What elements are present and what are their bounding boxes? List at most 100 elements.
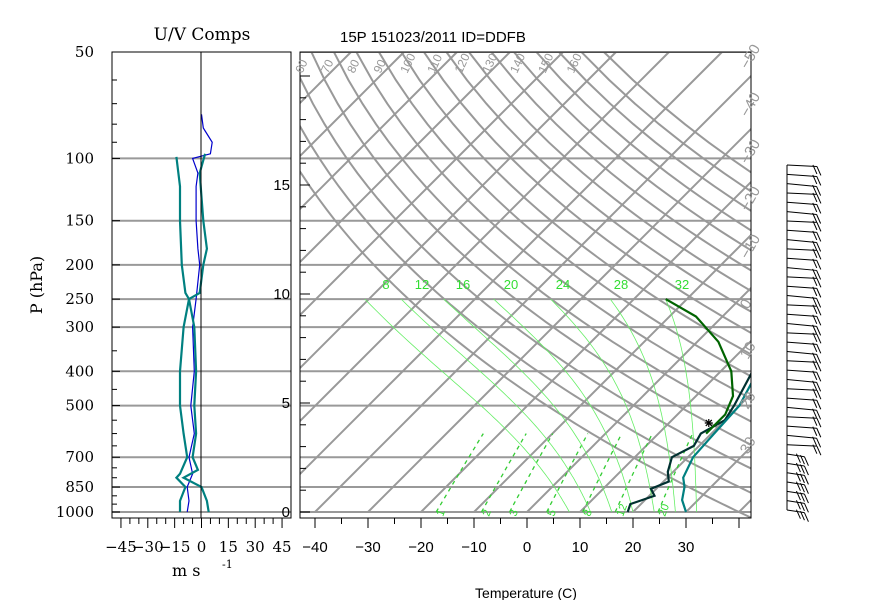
uv-x-tick-label: 0: [197, 538, 207, 556]
pressure-tick-label: 850: [65, 478, 94, 496]
wind-barb-feather: [816, 288, 822, 298]
skewt-frame: [299, 51, 752, 519]
wind-barb-feather: [816, 242, 822, 252]
wind-barb-feather: [816, 400, 822, 410]
wind-barb-feather: [816, 334, 822, 344]
dry-adiabat: [310, 52, 751, 446]
temperature-tick-label: 0: [523, 539, 531, 556]
wind-barb-feather: [795, 490, 801, 501]
wind-barb-shaft: [786, 481, 805, 486]
dry-adiabat: [580, 52, 751, 193]
temperature-tick-label: −30: [355, 539, 380, 556]
wind-barb-feather: [812, 268, 818, 279]
wind-barb-feather: [816, 428, 822, 438]
mixing-ratio-label: 8: [582, 508, 595, 518]
uv-x-axis: −45−30−15 0 15 30 45: [105, 518, 292, 556]
wind-barb-feather: [816, 326, 822, 336]
wind-barb-feather: [812, 370, 818, 380]
wind-barb-shaft: [786, 397, 817, 401]
wind-barb-shaft: [786, 416, 817, 419]
temperature-tick-label: 30: [678, 539, 695, 556]
moist-adiabat: [443, 298, 613, 513]
wind-barb-feather: [795, 453, 801, 463]
wind-barb-shaft: [786, 183, 817, 188]
wind-barb-shaft: [786, 490, 805, 495]
wind-barb-feather: [812, 286, 818, 297]
pressure-tick-label: 700: [65, 448, 94, 466]
theta-e-label: 28: [614, 277, 628, 292]
isotherm-label: 10: [737, 339, 760, 362]
dry-adiabat: [332, 52, 751, 423]
wind-barb-feather: [812, 276, 818, 287]
wind-barb-shaft: [786, 173, 817, 177]
wind-barb-feather: [795, 472, 801, 482]
theta-label: 60: [292, 57, 310, 75]
wind-barbs: [786, 164, 822, 522]
isotherm: [300, 52, 670, 423]
pressure-tick-label: 500: [65, 397, 94, 415]
wind-barb-feather: [795, 500, 801, 510]
mixing-ratio-label: 3: [508, 508, 521, 518]
wind-barb-feather: [812, 380, 818, 391]
height-tick-label: 10: [273, 286, 290, 303]
moist-adiabat: [550, 298, 655, 513]
wind-barb-shaft: [786, 295, 817, 299]
wind-barb-feather: [816, 298, 822, 308]
wind-barb-feather: [799, 501, 805, 512]
wind-barb-feather: [812, 202, 818, 213]
theta-label: 70: [318, 57, 336, 75]
wind-barb-feather: [812, 184, 818, 195]
uv-series-line: [181, 153, 210, 513]
pressure-axis: 50 100 150 200 250 300 400 500 700 850 1000: [56, 43, 120, 521]
wind-barb-feather: [816, 410, 822, 420]
wind-barb-feather: [816, 186, 822, 196]
mixing-ratio-line: [435, 433, 484, 513]
wind-barb-shaft: [786, 341, 817, 345]
wind-barb-shaft: [786, 304, 817, 307]
mixing-ratio-label: 12: [615, 502, 630, 518]
isotherm: [579, 339, 751, 513]
wind-barb-feather: [812, 314, 818, 325]
theta-label: 110: [424, 52, 445, 76]
isotherm: [300, 52, 352, 105]
wind-barb-feather: [816, 354, 822, 364]
wind-barb-shaft: [786, 332, 817, 335]
wind-barb-shaft: [786, 378, 817, 383]
pressure-tick-label: 50: [75, 43, 94, 61]
wind-barb-feather: [812, 164, 818, 175]
pressure-tick-label: 250: [65, 290, 94, 308]
theta-label: 130: [479, 51, 500, 75]
wind-barb-feather: [816, 316, 822, 326]
wind-barb-feather: [816, 176, 822, 186]
wind-barb-shaft: [786, 239, 817, 243]
dry-adiabat: [355, 52, 751, 400]
pressure-tick-label: 400: [65, 362, 94, 380]
isotherm: [300, 52, 617, 370]
dry-adiabat: [300, 169, 751, 518]
wind-barb-feather: [795, 509, 801, 519]
isotherm-label: −40: [737, 89, 764, 120]
uv-x-tick-label: −15: [159, 538, 191, 556]
theta-e-label: 16: [456, 277, 470, 292]
height-tick-label: 15: [273, 177, 290, 194]
wind-barb-shaft: [786, 192, 817, 195]
wind-barb-feather: [816, 204, 822, 214]
wind-barb-feather: [816, 270, 822, 280]
theta-label: 80: [344, 57, 362, 75]
theta-e-label: 24: [556, 277, 570, 292]
uv-x-tick-label: 30: [246, 538, 265, 556]
pressure-tick-label: 200: [65, 256, 94, 274]
wind-barb-feather: [816, 362, 822, 372]
wind-barb-feather: [812, 174, 818, 185]
wind-barb-feather: [795, 481, 801, 491]
isotherm: [526, 286, 751, 513]
dry-adiabat: [377, 52, 751, 378]
wind-barb-shaft: [786, 220, 817, 223]
isotherm-label: −10: [737, 231, 764, 262]
wind-barb-shaft: [786, 360, 817, 363]
isotherm: [420, 180, 751, 513]
wind-barb-feather: [812, 398, 818, 408]
wind-barb-feather: [803, 465, 809, 476]
uv-x-tick-label: 15: [219, 538, 238, 556]
dry-adiabat: [445, 52, 751, 313]
